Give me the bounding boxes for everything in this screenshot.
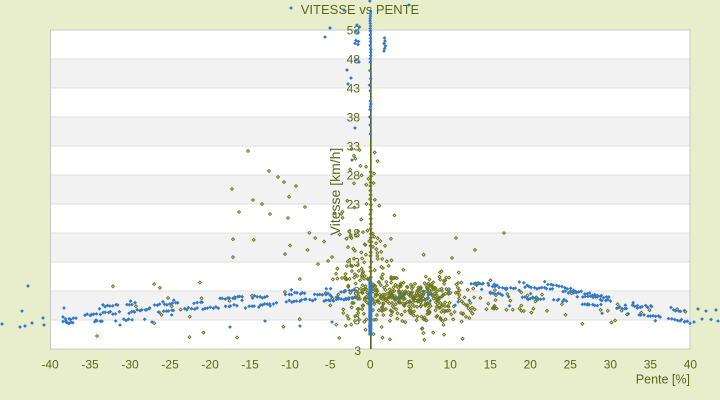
svg-text:18: 18 bbox=[347, 226, 361, 240]
svg-text:25: 25 bbox=[564, 358, 578, 372]
svg-text:20: 20 bbox=[524, 358, 538, 372]
svg-text:38: 38 bbox=[347, 110, 361, 124]
svg-text:53: 53 bbox=[347, 23, 361, 37]
svg-text:28: 28 bbox=[347, 168, 361, 182]
svg-text:30: 30 bbox=[604, 358, 618, 372]
svg-text:-5: -5 bbox=[325, 358, 336, 372]
svg-text:Vitesse [km/h]: Vitesse [km/h] bbox=[327, 148, 343, 236]
svg-text:Pente [%]: Pente [%] bbox=[636, 373, 690, 387]
svg-text:-10: -10 bbox=[281, 358, 299, 372]
svg-text:-20: -20 bbox=[201, 358, 219, 372]
svg-text:-15: -15 bbox=[241, 358, 259, 372]
svg-text:35: 35 bbox=[644, 358, 658, 372]
svg-text:-30: -30 bbox=[121, 358, 139, 372]
svg-text:8: 8 bbox=[353, 284, 360, 298]
svg-text:33: 33 bbox=[347, 139, 361, 153]
svg-text:-35: -35 bbox=[81, 358, 99, 372]
svg-text:23: 23 bbox=[347, 197, 361, 211]
svg-text:-25: -25 bbox=[161, 358, 179, 372]
svg-text:48: 48 bbox=[347, 52, 361, 66]
svg-text:0: 0 bbox=[367, 358, 374, 372]
svg-text:3: 3 bbox=[354, 344, 361, 358]
svg-text:10: 10 bbox=[444, 358, 458, 372]
svg-text:-40: -40 bbox=[41, 358, 59, 372]
svg-text:3: 3 bbox=[353, 313, 360, 327]
svg-text:43: 43 bbox=[347, 81, 361, 95]
svg-text:VITESSE vs PENTE: VITESSE vs PENTE bbox=[301, 2, 420, 17]
svg-text:40: 40 bbox=[684, 358, 698, 372]
svg-text:5: 5 bbox=[407, 358, 414, 372]
svg-text:15: 15 bbox=[484, 358, 498, 372]
